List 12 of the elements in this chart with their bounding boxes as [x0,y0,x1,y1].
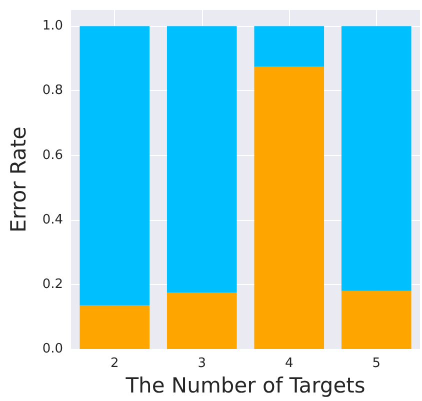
y-tick-label: 0.8 [42,83,63,98]
y-tick-label: 0.0 [42,342,63,356]
y-tick-label: 1.0 [42,18,63,34]
x-axis-title: The Number of Targets [124,374,366,398]
x-tick-label: 3 [198,356,206,371]
x-tick-label: 5 [372,356,381,371]
y-tick-label: 0.4 [42,212,63,228]
x-tick-label: 2 [110,356,119,371]
y-axis-title: Error Rate [6,126,30,233]
y-tick-label: 0.2 [42,276,63,292]
y-tick-label: 0.6 [42,148,63,163]
x-tick-label: 4 [284,356,294,371]
